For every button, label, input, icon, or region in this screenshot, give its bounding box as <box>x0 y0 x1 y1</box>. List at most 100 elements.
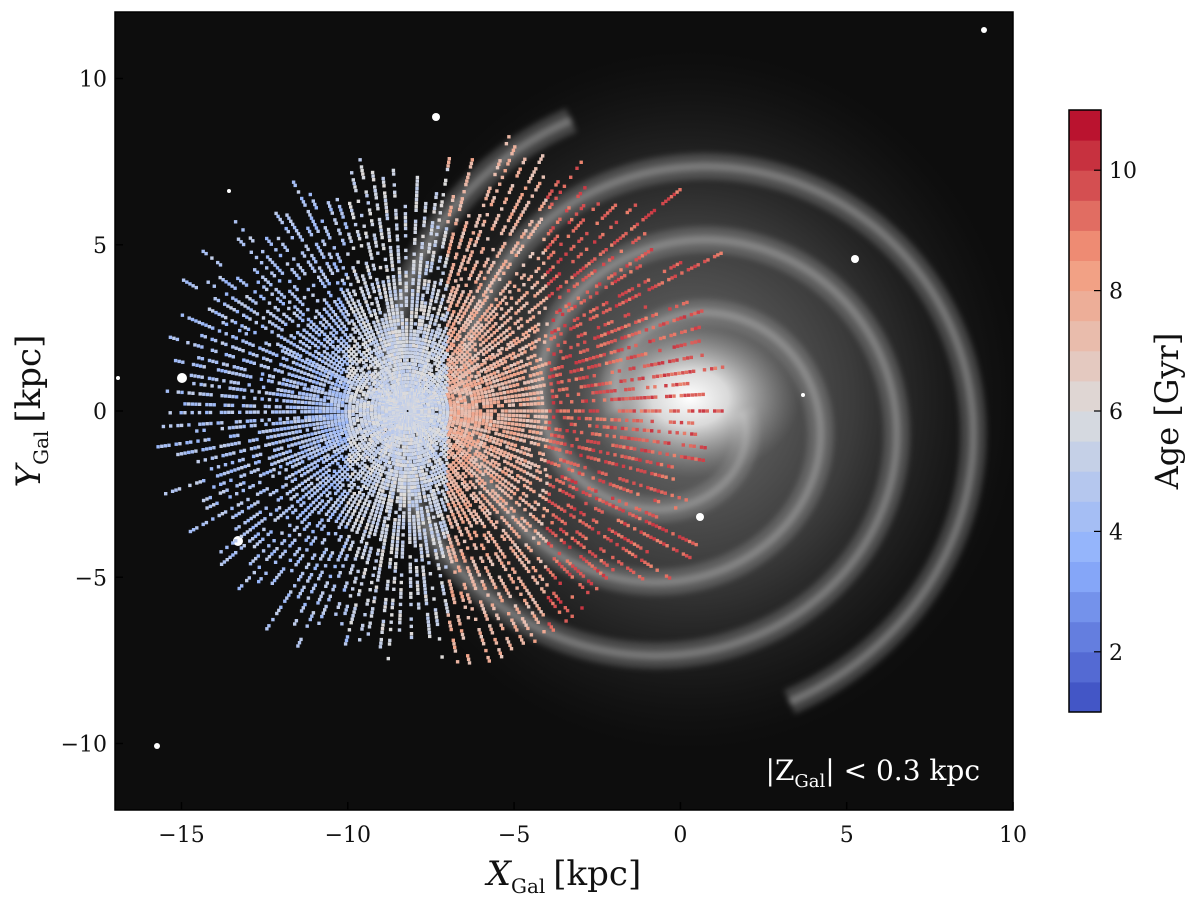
age-pixel <box>325 406 330 411</box>
age-pixel <box>334 221 338 225</box>
age-pixel <box>271 455 275 459</box>
age-pixel <box>372 461 376 465</box>
age-pixel <box>323 284 327 289</box>
age-pixel <box>491 353 495 357</box>
age-pixel <box>356 485 360 490</box>
age-pixel <box>327 447 331 451</box>
age-pixel <box>347 291 351 296</box>
age-pixel <box>345 420 349 425</box>
age-pixel <box>262 472 266 476</box>
age-pixel <box>301 376 305 381</box>
age-pixel <box>477 395 481 400</box>
age-pixel <box>517 388 521 392</box>
age-pixel <box>378 265 383 270</box>
age-pixel <box>241 281 246 285</box>
age-pixel <box>306 307 310 312</box>
age-pixel <box>231 553 235 557</box>
age-pixel <box>385 216 390 221</box>
age-pixel <box>536 391 540 395</box>
age-pixel <box>647 409 651 413</box>
age-pixel <box>558 190 562 194</box>
age-pixel <box>504 142 509 146</box>
age-pixel <box>346 445 351 449</box>
age-pixel <box>498 326 502 330</box>
age-pixel <box>662 373 667 377</box>
age-pixel <box>460 373 464 377</box>
age-pixel <box>265 627 269 631</box>
age-pixel <box>245 410 249 414</box>
age-pixel <box>357 311 361 315</box>
age-pixel <box>276 498 280 502</box>
age-pixel <box>523 369 527 373</box>
age-pixel <box>381 364 385 369</box>
age-pixel <box>215 501 219 505</box>
age-pixel <box>433 349 437 354</box>
age-pixel <box>439 203 444 208</box>
age-pixel <box>394 359 398 364</box>
age-pixel <box>369 342 373 346</box>
age-pixel <box>382 246 386 251</box>
age-pixel <box>296 405 300 410</box>
age-pixel <box>355 342 360 346</box>
age-pixel <box>466 244 471 249</box>
age-pixel <box>259 363 263 368</box>
age-pixel <box>476 277 480 281</box>
age-pixel <box>650 363 654 367</box>
age-pixel <box>558 217 562 221</box>
age-pixel <box>361 309 365 313</box>
age-pixel <box>427 279 431 284</box>
age-pixel <box>493 172 497 177</box>
age-pixel <box>495 254 500 258</box>
age-pixel <box>317 327 321 331</box>
age-pixel <box>515 409 519 413</box>
age-pixel <box>280 388 284 392</box>
age-pixel <box>304 337 309 341</box>
age-pixel <box>521 160 525 165</box>
age-pixel <box>364 473 368 477</box>
age-pixel <box>398 359 402 363</box>
age-pixel <box>443 338 447 342</box>
age-pixel <box>468 165 473 169</box>
age-pixel <box>352 417 356 421</box>
age-pixel <box>310 462 314 466</box>
age-pixel <box>290 479 294 483</box>
age-pixel <box>561 387 565 392</box>
age-pixel <box>576 296 580 300</box>
age-pixel <box>362 277 366 282</box>
age-pixel <box>319 457 324 461</box>
age-pixel <box>679 343 683 348</box>
age-pixel <box>366 409 370 413</box>
age-pixel <box>424 350 428 354</box>
age-pixel <box>443 351 448 355</box>
age-pixel <box>263 517 267 521</box>
age-pixel <box>349 369 353 373</box>
age-pixel <box>499 396 504 400</box>
age-pixel <box>348 201 352 206</box>
age-pixel <box>642 364 647 368</box>
age-pixel <box>576 343 580 347</box>
age-pixel <box>515 202 519 207</box>
age-pixel <box>300 196 304 201</box>
age-pixel <box>311 410 315 414</box>
age-pixel <box>312 473 317 477</box>
age-pixel <box>397 351 401 356</box>
age-pixel <box>404 285 408 289</box>
age-pixel <box>407 365 412 370</box>
age-pixel <box>576 316 580 321</box>
age-pixel <box>308 438 312 442</box>
age-pixel <box>448 292 453 297</box>
age-pixel <box>613 203 618 207</box>
age-pixel <box>322 445 326 450</box>
age-pixel <box>310 363 314 368</box>
age-pixel <box>416 348 420 352</box>
age-pixel <box>537 409 541 413</box>
age-pixel <box>213 338 218 343</box>
age-pixel <box>370 329 374 333</box>
age-pixel <box>360 479 364 484</box>
age-pixel <box>194 449 198 453</box>
age-pixel <box>344 504 348 508</box>
age-pixel <box>493 306 498 311</box>
age-pixel <box>477 233 481 237</box>
age-pixel <box>401 340 406 344</box>
age-pixel <box>288 558 293 562</box>
